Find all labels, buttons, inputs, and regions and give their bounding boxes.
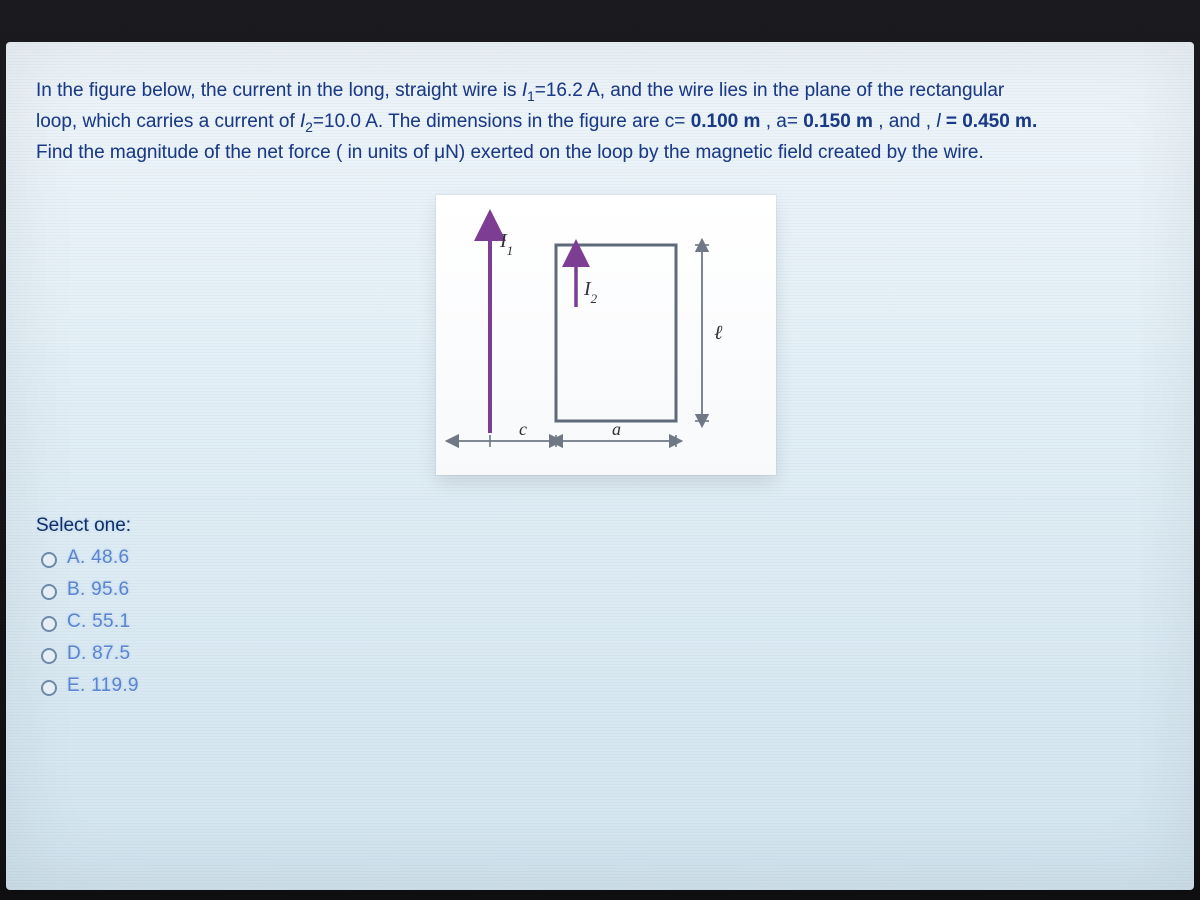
radio-a[interactable] bbox=[41, 552, 57, 568]
outer-frame: In the figure below, the current in the … bbox=[0, 0, 1200, 900]
q-l2a: loop, which carries a current of bbox=[36, 111, 300, 132]
question-line-1: In the figure below, the current in the … bbox=[36, 76, 1176, 107]
option-e-text: E. 119.9 bbox=[67, 675, 139, 697]
q-I2-eq: =10.0 A. The dimensions in the figure ar… bbox=[313, 111, 691, 132]
answer-choices: Select one: A. 48.6 B. 95.6 C. 55.1 D. 8… bbox=[36, 515, 1176, 697]
option-c-text: C. 55.1 bbox=[67, 611, 130, 633]
q-l2b: , a= bbox=[766, 111, 798, 132]
option-b-text: B. 95.6 bbox=[67, 579, 129, 601]
diagram-svg: I1 I2 ℓ c a bbox=[436, 195, 776, 475]
q-l-sym: l bbox=[936, 111, 940, 132]
q-a-val: 0.150 m bbox=[803, 111, 873, 132]
diagram-container: I1 I2 ℓ c a bbox=[36, 195, 1176, 475]
option-c[interactable]: C. 55.1 bbox=[36, 611, 1176, 633]
svg-text:I2: I2 bbox=[583, 278, 598, 306]
question-line-3: Find the magnitude of the net force ( in… bbox=[36, 138, 1176, 167]
radio-c[interactable] bbox=[41, 616, 57, 632]
q-l2c: , and , bbox=[878, 111, 936, 132]
svg-text:I1: I1 bbox=[499, 230, 513, 258]
radio-e[interactable] bbox=[41, 680, 57, 696]
option-e[interactable]: E. 119.9 bbox=[36, 675, 1176, 697]
q-l1a: In the figure below, the current in the … bbox=[36, 80, 522, 101]
q-I1-sub: 1 bbox=[527, 89, 535, 104]
q-I1-eq: =16.2 A, and the wire lies in the plane … bbox=[535, 80, 1005, 101]
svg-text:a: a bbox=[612, 419, 621, 439]
q-I2-sub: 2 bbox=[305, 120, 313, 135]
radio-d[interactable] bbox=[41, 648, 57, 664]
q-l-eq: = 0.450 m. bbox=[946, 111, 1037, 132]
option-d-text: D. 87.5 bbox=[67, 643, 130, 665]
physics-diagram: I1 I2 ℓ c a bbox=[436, 195, 776, 475]
radio-b[interactable] bbox=[41, 584, 57, 600]
option-a[interactable]: A. 48.6 bbox=[36, 547, 1176, 569]
q-c-val: 0.100 m bbox=[691, 111, 761, 132]
question-line-2: loop, which carries a current of I2=10.0… bbox=[36, 107, 1176, 138]
question-text: In the figure below, the current in the … bbox=[36, 76, 1176, 167]
svg-text:ℓ: ℓ bbox=[714, 322, 723, 344]
content-panel: In the figure below, the current in the … bbox=[6, 42, 1194, 890]
select-one-label: Select one: bbox=[36, 515, 1176, 537]
svg-text:c: c bbox=[519, 419, 527, 439]
option-d[interactable]: D. 87.5 bbox=[36, 643, 1176, 665]
option-a-text: A. 48.6 bbox=[67, 547, 129, 569]
option-b[interactable]: B. 95.6 bbox=[36, 579, 1176, 601]
